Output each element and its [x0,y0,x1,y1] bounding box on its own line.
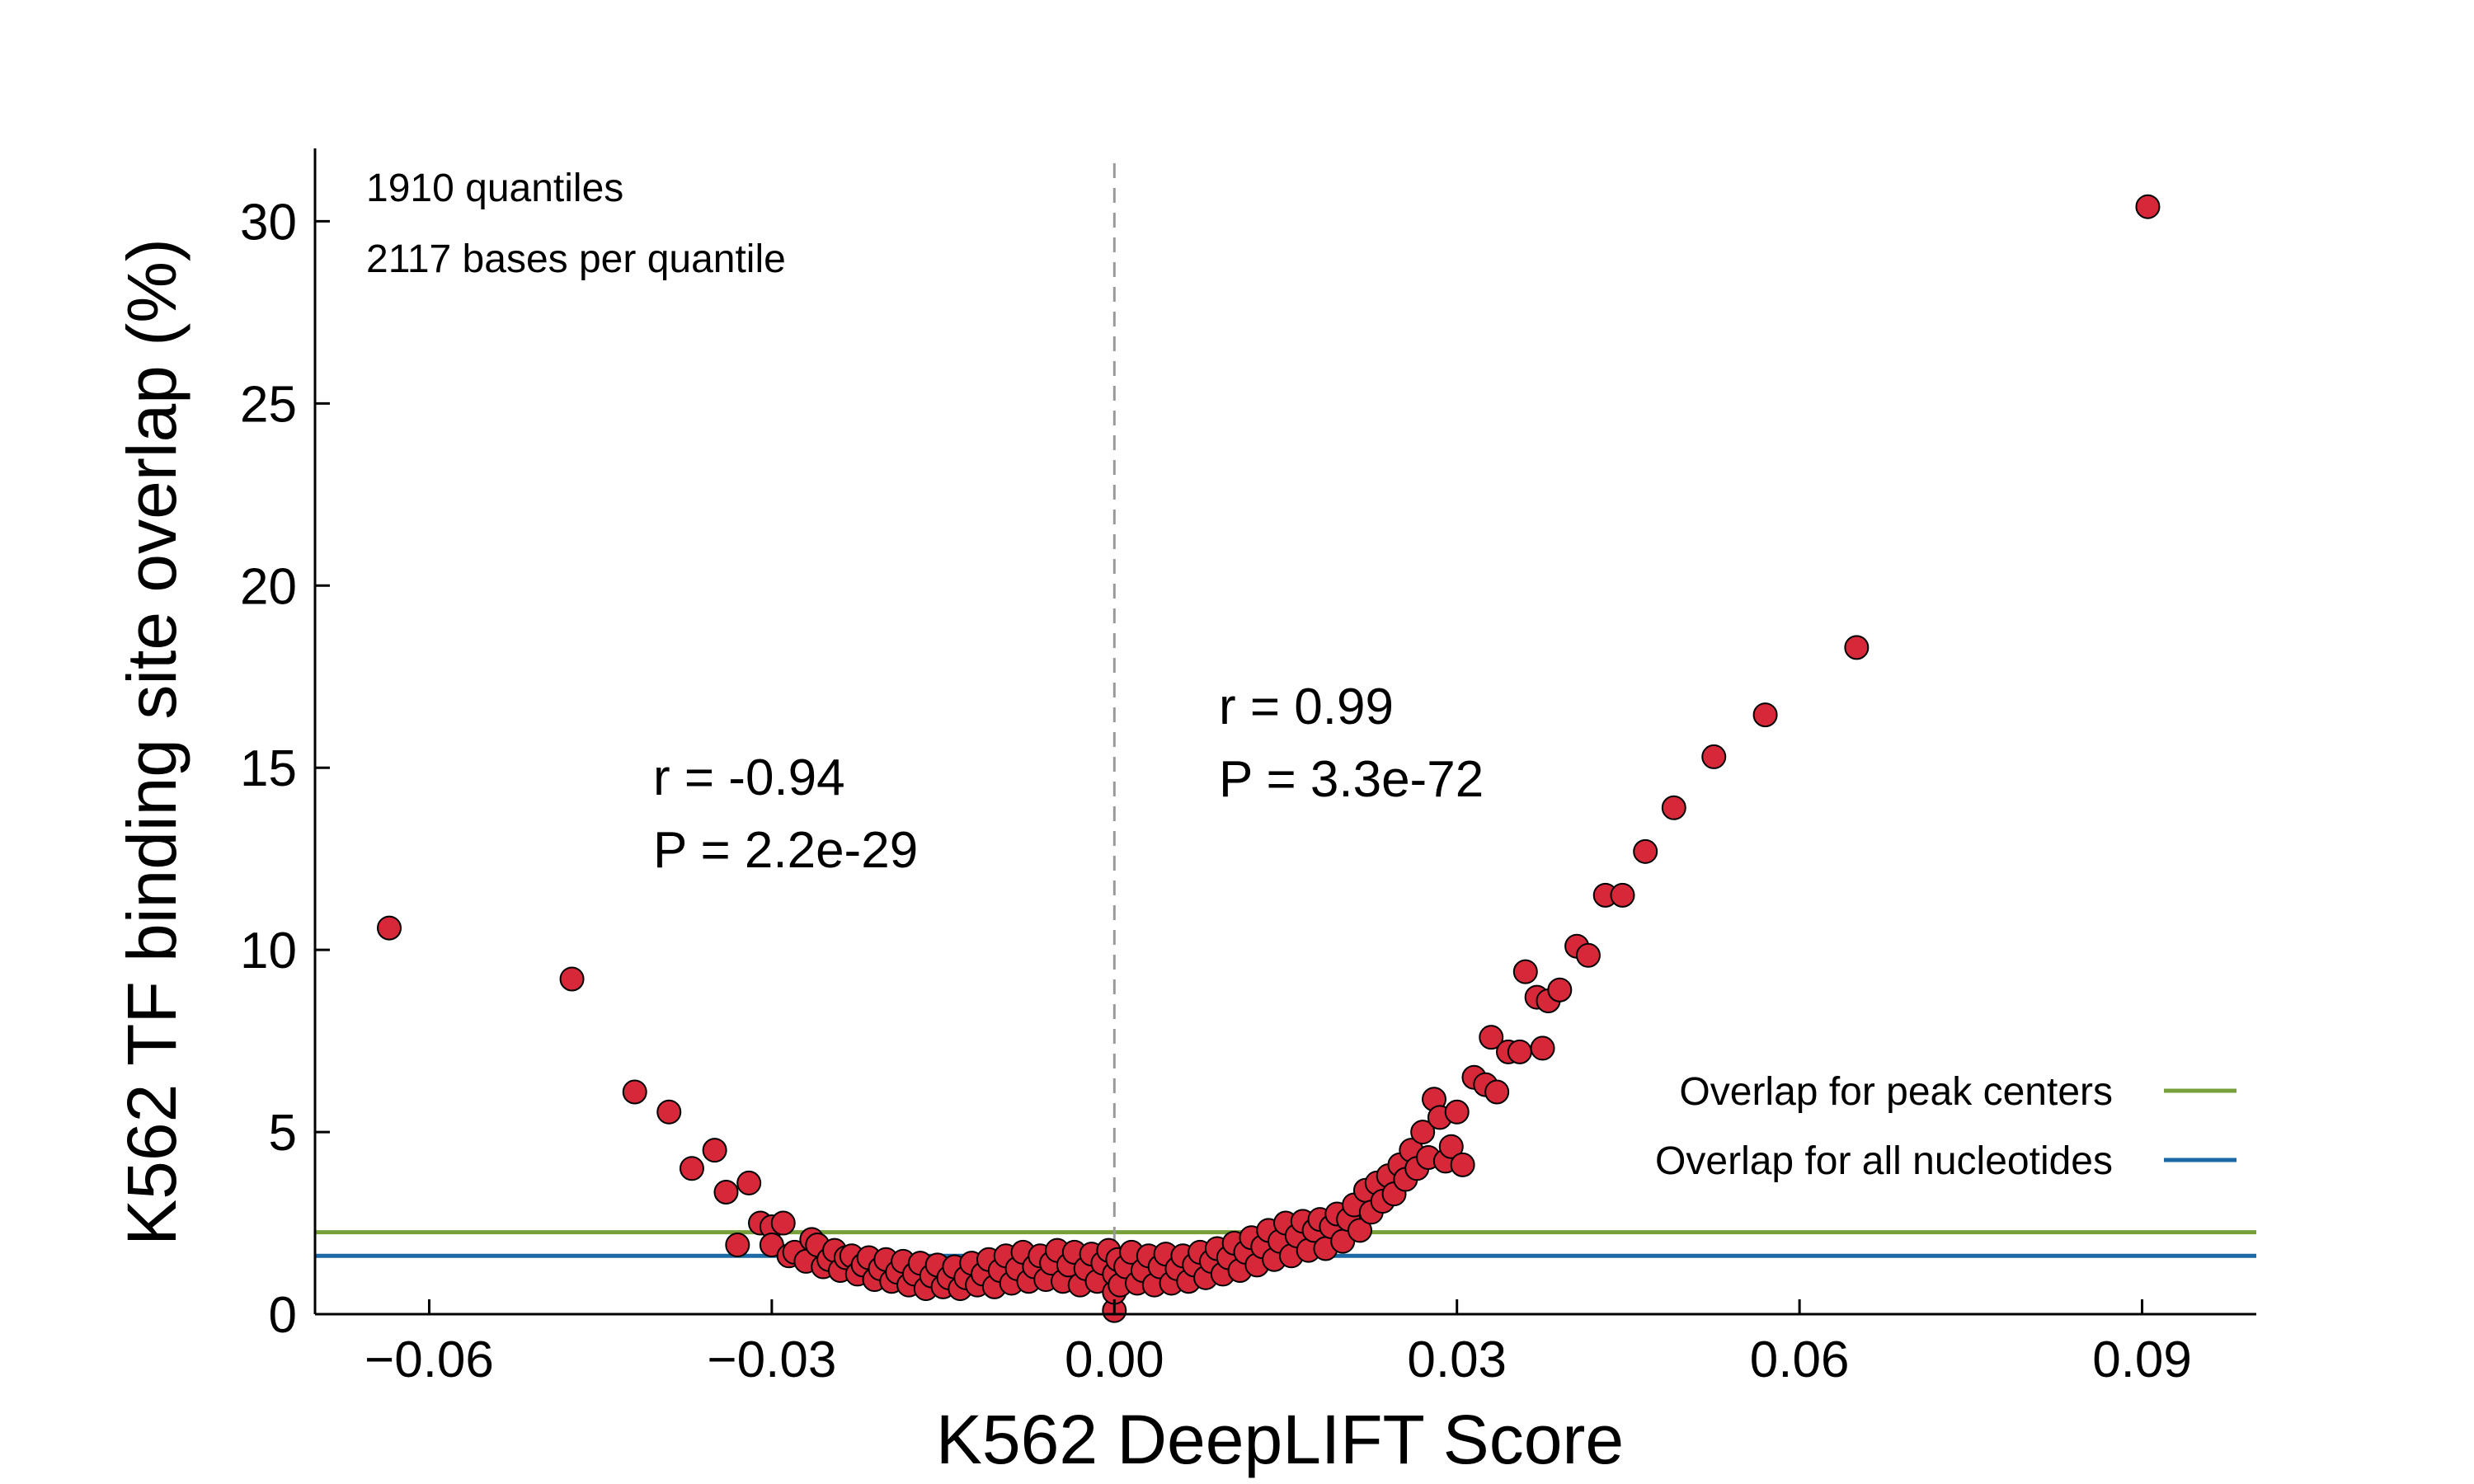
data-point [1450,1152,1475,1177]
data-point [1633,838,1658,864]
data-point [1575,942,1601,968]
positive-p-text: P = 3.3e-72 [1219,751,1484,808]
positive-correlation-annotation: r = 0.99 P = 3.3e-72 [1219,679,1484,808]
data-point [1479,1025,1504,1050]
x-axis-title: K562 DeepLIFT Score [936,1401,1624,1478]
data-point [770,1210,796,1236]
negative-correlation-annotation: r = -0.94 P = 2.2e-29 [653,749,918,879]
positive-r-text: r = 0.99 [1219,679,1394,735]
data-point [1661,795,1686,820]
y-axis-title: K562 TF binding site overlap (%) [113,238,190,1246]
data-point [1410,1120,1436,1145]
data-point [1530,1036,1555,1061]
y-tick-label: 30 [240,194,297,251]
axes [313,148,2256,1316]
y-tick-label: 25 [240,376,297,433]
data-point [377,915,402,941]
x-tick-label: 0.03 [1407,1331,1507,1388]
data-point [559,966,585,992]
data-point [1752,702,1778,728]
x-tick-label: −0.06 [365,1331,494,1388]
y-tick-label: 10 [240,923,297,979]
data-point [1512,959,1538,984]
data-point [1844,635,1870,660]
data-point [1444,1099,1470,1125]
x-tick-label: 0.09 [2092,1331,2192,1388]
y-tick-label: 15 [240,740,297,797]
bases-per-quantile-text: 2117 bases per quantile [366,237,786,281]
negative-r-text: r = -0.94 [653,749,845,806]
data-point [702,1138,727,1163]
legend-label-peak-centers: Overlap for peak centers [1679,1070,2113,1114]
legend-label-all-nucleotides: Overlap for all nucleotides [1655,1139,2113,1183]
data-point [622,1079,647,1105]
data-point [1438,1134,1464,1159]
data-points [377,194,2161,1323]
quantile-info: 1910 quantiles 2117 bases per quantile [366,167,786,281]
data-point [736,1170,762,1195]
y-tick-label: 20 [240,558,297,615]
x-tick-label: 0.00 [1065,1331,1164,1388]
axis-ticks: −0.06 −0.03 0.00 0.03 0.06 0.09 0 5 10 15 20 25 30 [240,194,2192,1388]
quantile-count-text: 1910 quantiles [366,167,623,210]
data-point [1348,1218,1373,1243]
legend: Overlap for peak centers Overlap for all… [1655,1070,2236,1183]
data-point [679,1156,704,1181]
y-tick-label: 0 [269,1287,297,1344]
negative-p-text: P = 2.2e-29 [653,822,918,879]
data-point [725,1233,750,1258]
y-tick-label: 5 [269,1105,297,1162]
data-point [1484,1079,1510,1105]
data-point [1507,1039,1532,1064]
data-point [1547,977,1573,1003]
data-point [1610,882,1635,908]
x-tick-label: −0.03 [707,1331,836,1388]
data-point [2135,194,2161,219]
data-point [713,1179,739,1205]
data-point [1701,744,1727,769]
data-point [656,1099,682,1125]
x-tick-label: 0.06 [1750,1331,1850,1388]
